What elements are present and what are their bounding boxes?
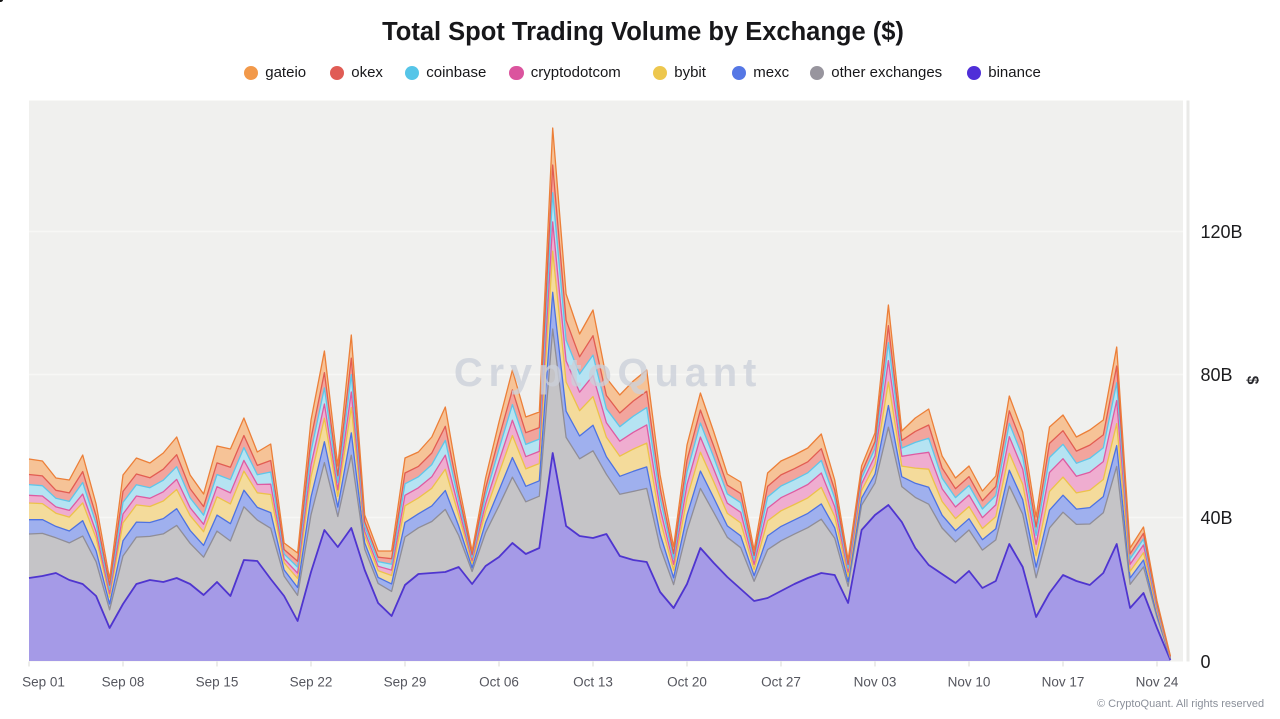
svg-text:0: 0 <box>1201 652 1211 672</box>
svg-text:Oct 20: Oct 20 <box>667 675 707 690</box>
svg-text:CryptoQuant: CryptoQuant <box>454 351 762 395</box>
svg-text:Sep 08: Sep 08 <box>102 675 145 690</box>
svg-text:$: $ <box>1244 376 1261 385</box>
svg-text:© CryptoQuant. All rights rese: © CryptoQuant. All rights reserved <box>1097 698 1264 710</box>
svg-text:80B: 80B <box>1201 365 1233 385</box>
svg-text:Oct 27: Oct 27 <box>761 675 801 690</box>
svg-text:Nov 24: Nov 24 <box>1136 675 1179 690</box>
svg-text:Nov 10: Nov 10 <box>948 675 991 690</box>
svg-text:Oct 13: Oct 13 <box>573 675 613 690</box>
svg-text:Sep 22: Sep 22 <box>290 675 333 690</box>
svg-text:Sep 29: Sep 29 <box>384 675 427 690</box>
svg-text:Sep 01: Sep 01 <box>22 675 65 690</box>
svg-text:40B: 40B <box>1201 508 1233 528</box>
svg-text:Nov 03: Nov 03 <box>854 675 897 690</box>
svg-text:120B: 120B <box>1201 222 1243 242</box>
svg-text:Oct 06: Oct 06 <box>479 675 519 690</box>
svg-text:Nov 17: Nov 17 <box>1042 675 1085 690</box>
svg-text:Sep 15: Sep 15 <box>196 675 239 690</box>
